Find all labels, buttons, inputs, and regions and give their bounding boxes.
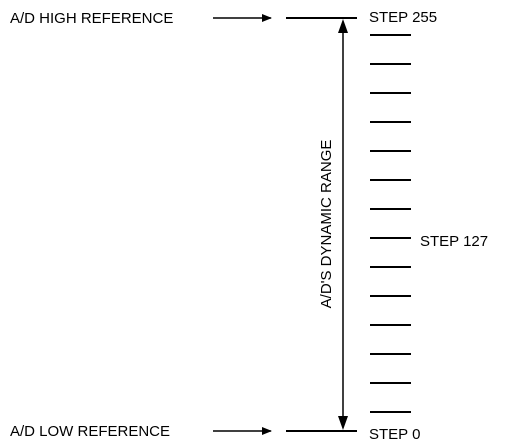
step-top-label: STEP 255: [369, 9, 437, 26]
step-middle-label: STEP 127: [420, 233, 488, 250]
high-reference-label: A/D HIGH REFERENCE: [10, 10, 173, 27]
dynamic-range-arrow-top-head: [338, 19, 348, 33]
step-bottom-label: STEP 0: [369, 426, 420, 443]
dynamic-range-label: A/D'S DYNAMIC RANGE: [318, 140, 335, 309]
low-reference-label: A/D LOW REFERENCE: [10, 423, 170, 440]
step-ticks: [370, 34, 411, 413]
dynamic-range-arrow-bottom-head: [338, 416, 348, 430]
